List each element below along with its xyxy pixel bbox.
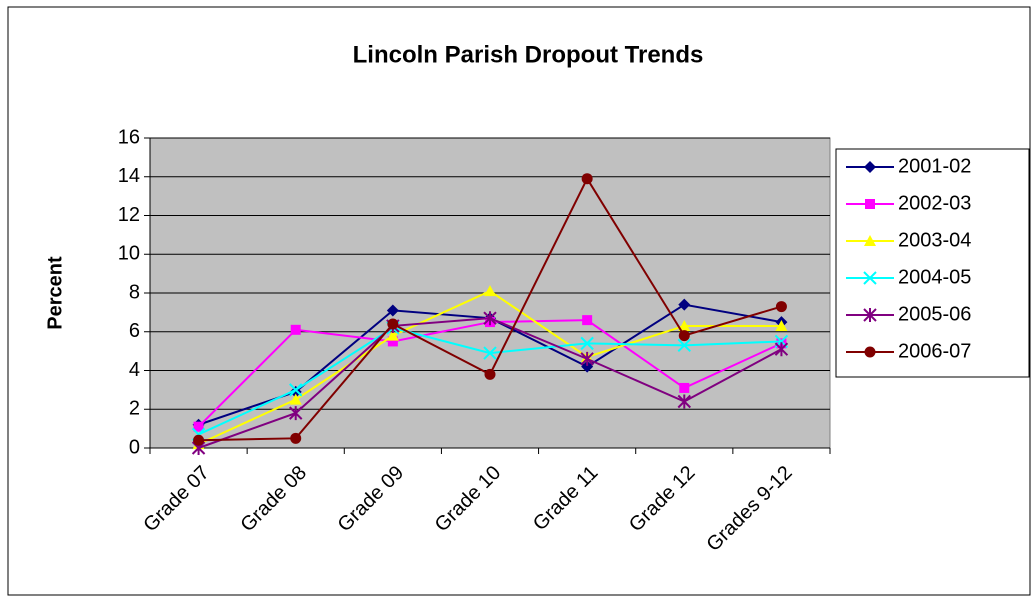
marker (580, 351, 594, 366)
legend-label: 2002-03 (898, 192, 971, 214)
marker (865, 199, 875, 209)
y-tick-label: 0 (129, 436, 140, 458)
y-tick-label: 12 (118, 204, 140, 226)
marker (289, 406, 303, 421)
marker (289, 383, 303, 397)
marker (193, 434, 205, 446)
y-tick-label: 14 (118, 165, 140, 187)
marker (290, 324, 301, 335)
legend-label: 2001-02 (898, 155, 971, 177)
marker (775, 301, 787, 313)
marker (582, 315, 593, 326)
legend-label: 2004-05 (898, 266, 971, 288)
marker (386, 304, 399, 317)
marker (483, 311, 497, 326)
chart-title: Lincoln Parish Dropout Trends (353, 41, 704, 68)
marker (580, 336, 594, 351)
marker (290, 432, 302, 444)
marker (387, 318, 399, 330)
y-tick-label: 10 (118, 243, 140, 265)
series (191, 311, 789, 455)
marker (678, 319, 691, 331)
series (192, 285, 788, 450)
marker (678, 330, 690, 342)
marker (386, 329, 399, 341)
marker (581, 173, 593, 185)
legend-box (835, 148, 1030, 378)
marker (387, 336, 398, 347)
marker (483, 346, 497, 360)
marker (863, 308, 877, 322)
marker (774, 342, 789, 357)
y-tick-label: 4 (129, 359, 140, 381)
marker (864, 161, 876, 173)
y-tick-label: 16 (118, 126, 140, 148)
marker (289, 393, 302, 405)
y-tick-label: 8 (129, 281, 140, 303)
legend-label: 2003-04 (898, 229, 971, 251)
marker (679, 382, 690, 393)
marker (193, 421, 204, 432)
marker (864, 235, 876, 246)
marker (581, 360, 594, 373)
legend-label: 2006-07 (898, 340, 971, 362)
marker (484, 285, 496, 297)
marker (775, 319, 788, 331)
marker (864, 346, 876, 358)
marker (677, 394, 691, 409)
y-tick-label: 6 (129, 320, 140, 342)
marker (677, 338, 691, 353)
y-axis-label: Percent (44, 256, 66, 330)
legend-label: 2005-06 (898, 303, 971, 325)
y-tick-label: 2 (129, 398, 140, 420)
marker (678, 298, 691, 311)
marker (484, 368, 496, 380)
series (193, 173, 787, 446)
marker (863, 271, 877, 285)
